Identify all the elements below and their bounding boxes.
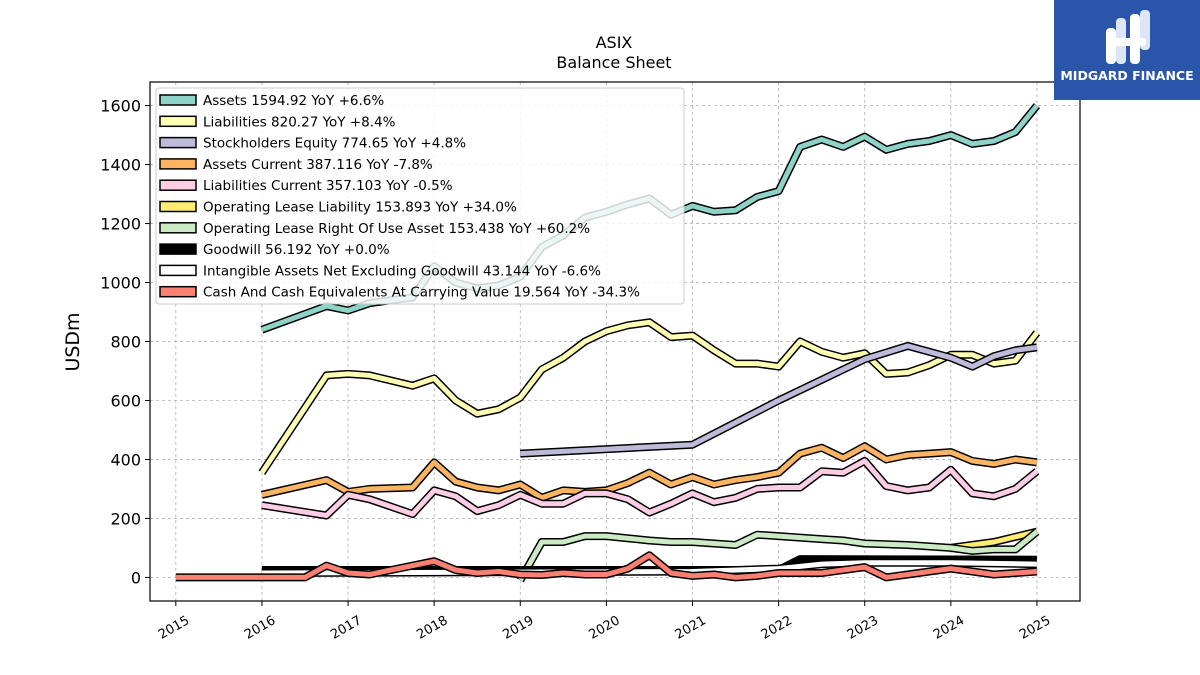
chart-subtitle: Balance Sheet xyxy=(556,53,671,72)
series-3 xyxy=(261,442,1038,502)
series-line xyxy=(261,560,1037,576)
x-tick-label: 2025 xyxy=(1017,613,1053,643)
y-tick-label: 0 xyxy=(131,568,141,587)
x-tick-label: 2017 xyxy=(328,613,364,643)
y-axis: 0 200 400 600 800 1000 1200 1400 1600 xyxy=(100,97,150,587)
legend-entry: Intangible Assets Net Excluding Goodwill… xyxy=(203,263,601,279)
x-tick-label: 2021 xyxy=(673,613,709,643)
y-tick-label: 200 xyxy=(110,509,141,528)
midgard-logo-icon xyxy=(1106,10,1150,64)
legend-entry: Liabilities 820.27 YoY +8.4% xyxy=(203,114,396,130)
series-line xyxy=(261,458,1039,518)
legend-entry: Stockholders Equity 774.65 YoY +4.8% xyxy=(203,136,466,152)
series-6 xyxy=(516,528,1040,583)
x-tick-label: 2024 xyxy=(931,613,967,643)
legend-swatch xyxy=(159,179,197,191)
series-1 xyxy=(258,318,1041,475)
legend-entry: Assets 1594.92 YoY +6.6% xyxy=(203,93,384,109)
series-line xyxy=(520,343,1038,457)
series-line xyxy=(518,529,1039,582)
legend-swatch xyxy=(159,158,197,170)
logo-text: MIDGARD FINANCE xyxy=(1060,68,1194,83)
legend-swatch xyxy=(159,222,197,234)
chart-title: ASIX xyxy=(596,33,633,52)
legend-entry: Goodwill 56.192 YoY +0.0% xyxy=(203,242,390,258)
y-tick-label: 1200 xyxy=(100,215,141,234)
legend-swatch xyxy=(159,94,197,106)
series-line xyxy=(259,319,1039,475)
legend: Assets 1594.92 YoY +6.6% Liabilities 820.… xyxy=(155,87,685,305)
legend-entry: Liabilities Current 357.103 YoY -0.5% xyxy=(203,178,453,194)
y-tick-label: 800 xyxy=(110,333,141,352)
legend-entry: Operating Lease Right Of Use Asset 153.4… xyxy=(203,221,590,237)
x-tick-label: 2019 xyxy=(500,613,536,643)
y-tick-label: 1400 xyxy=(100,156,141,175)
legend-entry: Assets Current 387.116 YoY -7.8% xyxy=(203,157,433,173)
series-line xyxy=(175,552,1038,580)
legend-box xyxy=(155,87,685,305)
x-tick-label: 2016 xyxy=(242,613,278,643)
legend-swatch xyxy=(159,243,197,255)
x-tick-label: 2018 xyxy=(414,613,450,643)
series-9 xyxy=(175,551,1038,582)
legend-swatch xyxy=(159,115,197,128)
legend-swatch xyxy=(159,136,197,149)
y-tick-label: 1000 xyxy=(100,274,141,293)
y-axis-label: USDm xyxy=(62,312,84,371)
legend-entry: Operating Lease Liability 153.893 YoY +3… xyxy=(203,200,517,216)
legend-swatch xyxy=(159,285,197,298)
legend-swatch xyxy=(159,200,197,213)
series-line xyxy=(261,443,1038,501)
series-2 xyxy=(520,341,1038,458)
series-4 xyxy=(261,456,1040,520)
x-tick-label: 2023 xyxy=(845,613,881,643)
x-tick-label: 2020 xyxy=(587,613,623,643)
y-tick-label: 400 xyxy=(110,450,141,469)
x-tick-label: 2022 xyxy=(759,613,795,643)
y-tick-label: 600 xyxy=(110,391,141,410)
x-axis: 2015 2016 2017 2018 2019 2020 2021 2022 2023 2024… xyxy=(156,601,1053,643)
brand-logo: MIDGARD FINANCE xyxy=(1054,0,1200,100)
series-8 xyxy=(261,558,1037,577)
x-tick-label: 2015 xyxy=(156,613,192,643)
legend-swatch xyxy=(159,264,197,277)
legend-entry: Cash And Cash Equivalents At Carrying Va… xyxy=(203,285,640,301)
y-tick-label: 1600 xyxy=(100,97,141,116)
